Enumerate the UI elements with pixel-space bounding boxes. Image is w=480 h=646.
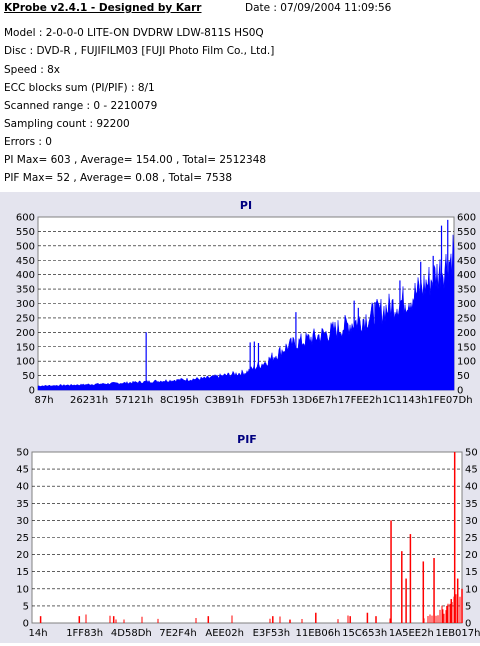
y-tick-label-right: 50	[465, 448, 478, 459]
y-tick-label-right: 350	[457, 285, 476, 296]
y-tick-label-right: 5	[465, 601, 471, 612]
y-tick-label-right: 500	[457, 241, 476, 252]
y-tick-label-left: 30	[16, 516, 29, 527]
pi-chart-panel: PI 0 0 50 50 100 100 150 150 200 200 250 250 300 300 35…	[0, 192, 480, 420]
x-tick-label: 11EB06h	[296, 628, 341, 639]
y-tick-label-left: 450	[16, 256, 35, 267]
x-tick-label: 57121h	[115, 395, 153, 406]
y-tick-label-right: 200	[457, 328, 476, 339]
pif-summary-line: PIF Max= 52 , Average= 0.08 , Total= 753…	[4, 172, 233, 184]
y-tick-label-left: 35	[16, 499, 29, 510]
y-tick-label-left: 0	[29, 386, 35, 397]
y-tick-label-right: 300	[457, 299, 476, 310]
y-tick-label-right: 600	[457, 213, 476, 224]
y-tick-label-left: 350	[16, 285, 35, 296]
y-tick-label-right: 450	[457, 256, 476, 267]
x-tick-label: 15C653h	[342, 628, 387, 639]
y-tick-label-left: 20	[16, 550, 29, 561]
report-header: KProbe v2.4.1 - Designed by Karr Date : …	[0, 0, 480, 190]
x-tick-label: 13D6E7h	[292, 395, 338, 406]
x-tick-label: 87h	[34, 395, 53, 406]
y-tick-label-right: 15	[465, 567, 478, 578]
pif-chart: PIF 0 0 5 5 10 10 15 15 20 20 25 25 30 30 35 35 40 40 45 45 5…	[16, 433, 480, 639]
sampling-count-line: Sampling count : 92200	[4, 118, 130, 130]
chart-title: PI	[240, 199, 252, 212]
y-tick-label-left: 50	[16, 448, 29, 459]
y-tick-label-right: 150	[457, 342, 476, 353]
y-tick-label-left: 300	[16, 299, 35, 310]
y-tick-label-left: 250	[16, 313, 35, 324]
x-tick-label: 4D58Dh	[111, 628, 152, 639]
x-tick-label: E3F53h	[253, 628, 291, 639]
app-title: KProbe v2.4.1 - Designed by Karr	[4, 2, 202, 14]
y-tick-label-right: 0	[465, 619, 471, 630]
y-tick-label-right: 30	[465, 516, 478, 527]
x-tick-label: 14h	[28, 628, 47, 639]
x-tick-label: 1C1143h	[382, 395, 427, 406]
y-tick-label-left: 600	[16, 213, 35, 224]
y-tick-label-right: 0	[457, 386, 463, 397]
pif-chart-panel: PIF 0 0 5 5 10 10 15 15 20 20 25 25 30 30 35 35 40 40 45 45 5…	[0, 420, 480, 643]
y-tick-label-left: 25	[16, 533, 29, 544]
y-tick-label-left: 500	[16, 241, 35, 252]
y-tick-label-left: 5	[23, 601, 29, 612]
y-tick-label-left: 40	[16, 482, 29, 493]
x-tick-label: 17FEE2h	[338, 395, 382, 406]
y-tick-label-right: 100	[457, 357, 476, 368]
x-tick-label: 1FE07Dh	[427, 395, 472, 406]
speed-line: Speed : 8x	[4, 64, 61, 76]
x-tick-label: 1A5EE2h	[389, 628, 434, 639]
disc-line: Disc : DVD-R , FUJIFILM03 [FUJI Photo Fi…	[4, 45, 275, 57]
x-tick-label: FDF53h	[250, 395, 288, 406]
errors-line: Errors : 0	[4, 136, 52, 148]
y-tick-label-right: 20	[465, 550, 478, 561]
y-tick-label-left: 50	[22, 371, 35, 382]
y-tick-label-left: 100	[16, 357, 35, 368]
y-tick-label-left: 150	[16, 342, 35, 353]
y-tick-label-left: 550	[16, 227, 35, 238]
report-date: Date : 07/09/2004 11:09:56	[245, 2, 392, 14]
y-tick-label-right: 40	[465, 482, 478, 493]
pi-summary-line: PI Max= 603 , Average= 154.00 , Total= 2…	[4, 154, 267, 166]
ecc-line: ECC blocks sum (PI/PIF) : 8/1	[4, 82, 155, 94]
y-tick-label-right: 25	[465, 533, 478, 544]
model-line: Model : 2-0-0-0 LITE-ON DVDRW LDW-811S H…	[4, 27, 264, 39]
pi-chart: PI 0 0 50 50 100 100 150 150 200 200 250 250 300 300 35…	[16, 199, 476, 406]
y-tick-label-right: 400	[457, 270, 476, 281]
x-tick-label: 7E2F4h	[159, 628, 197, 639]
y-tick-label-left: 200	[16, 328, 35, 339]
x-tick-label: 1EB017h	[436, 628, 480, 639]
x-tick-label: C3B91h	[205, 395, 244, 406]
scanned-range-line: Scanned range : 0 - 2210079	[4, 100, 158, 112]
pi-series-area	[37, 234, 455, 391]
y-tick-label-left: 10	[16, 584, 29, 595]
y-tick-label-right: 35	[465, 499, 478, 510]
x-tick-label: 26231h	[70, 395, 108, 406]
y-tick-label-left: 0	[23, 619, 29, 630]
chart-title: PIF	[237, 433, 257, 446]
y-tick-label-left: 400	[16, 270, 35, 281]
x-tick-label: 1FF83h	[66, 628, 103, 639]
x-tick-label: 8C195h	[160, 395, 199, 406]
y-tick-label-right: 50	[457, 371, 470, 382]
y-tick-label-right: 45	[465, 465, 478, 476]
y-tick-label-left: 15	[16, 567, 29, 578]
y-tick-label-left: 45	[16, 465, 29, 476]
x-tick-label: AEE02h	[205, 628, 244, 639]
y-tick-label-right: 550	[457, 227, 476, 238]
y-tick-label-right: 10	[465, 584, 478, 595]
y-tick-label-right: 250	[457, 313, 476, 324]
